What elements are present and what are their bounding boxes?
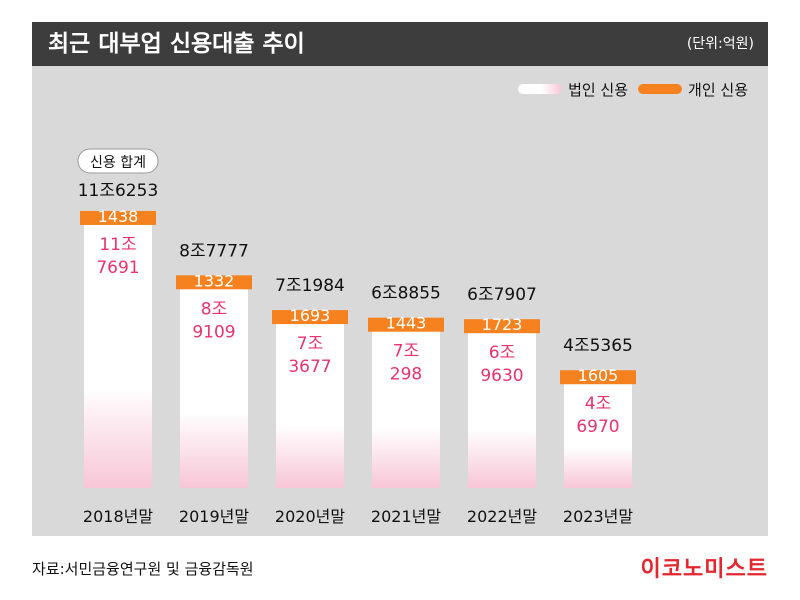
personal-value-label: 1438 [98,207,139,226]
chart-title: 최근 대부업 신용대출 추이 [48,31,305,57]
personal-bar [176,275,252,290]
total-badge [77,148,159,174]
corporate-bar [468,331,536,488]
legend-label-personal: 개인 신용 [688,80,748,99]
personal-value-label: 1605 [578,366,619,385]
x-tick-label: 2019년말 [179,507,249,526]
legend-label-corporate: 법인 신용 [568,80,629,99]
x-tick-label: 2020년말 [275,507,345,526]
source-note: 자료:서민금융연구원 및 금융감독원 [32,560,254,578]
legend-swatch-personal [638,84,683,94]
x-tick-label: 2018년말 [83,507,153,526]
personal-bar [368,317,444,332]
total-value-label: 6조8855 [371,284,441,304]
legend-item-corporate: 법인 신용 [518,79,628,100]
corporate-value-label: 6조 [489,343,515,363]
personal-bar [80,210,156,225]
x-tick-label: 2022년말 [467,507,537,526]
corporate-value-label: 7조 [297,334,323,354]
unit-label: (단위:억원) [686,36,754,52]
corporate-bar [276,322,344,488]
corporate-bar [84,222,152,488]
corporate-value-label: 298 [390,365,422,385]
corporate-value-label: 7691 [96,258,139,278]
legend: 법인 신용 개인 신용 [518,78,748,100]
chart-header: 최근 대부업 신용대출 추이 (단위:억원) [32,22,768,66]
total-value-label: 6조7907 [467,285,537,305]
corporate-value-label: 6970 [576,417,619,437]
total-value-label: 4조5365 [563,336,633,356]
corporate-bar [564,382,632,488]
personal-value-label: 1332 [194,271,235,290]
personal-bar [464,319,540,334]
total-badge-label: 신용 합계 [90,155,146,171]
x-tick-label: 2021년말 [371,507,441,526]
corporate-value-label: 9630 [480,366,523,386]
corporate-bar [180,287,248,488]
corporate-value-label: 8조 [201,299,227,319]
personal-value-label: 1443 [386,314,427,333]
x-tick-label: 2023년말 [563,507,633,526]
corporate-value-label: 3677 [288,357,331,377]
corporate-value-label: 9109 [192,322,235,342]
corporate-bar [372,329,440,488]
total-value-label: 8조7777 [179,241,249,261]
personal-value-label: 1723 [482,315,523,334]
total-value-label: 11조6253 [78,181,159,201]
corporate-value-label: 7조 [393,342,419,362]
legend-swatch-corporate [518,84,563,94]
legend-item-personal: 개인 신용 [638,79,748,100]
bar-chart: 1438 11조 7691 11조6253 2018년말 1332 8조 9109 8조7777… [77,148,636,526]
personal-value-label: 1693 [290,306,331,325]
personal-bar [272,310,348,325]
corporate-value-label: 4조 [585,394,611,414]
total-value-label: 7조1984 [275,276,345,296]
chart-panel: 1438 11조 7691 11조6253 2018년말 1332 8조 9109 8조7777… [32,66,768,536]
personal-bar [560,370,636,385]
brand-logo: 이코노미스트 [640,557,768,582]
corporate-value-label: 11조 [99,235,136,255]
